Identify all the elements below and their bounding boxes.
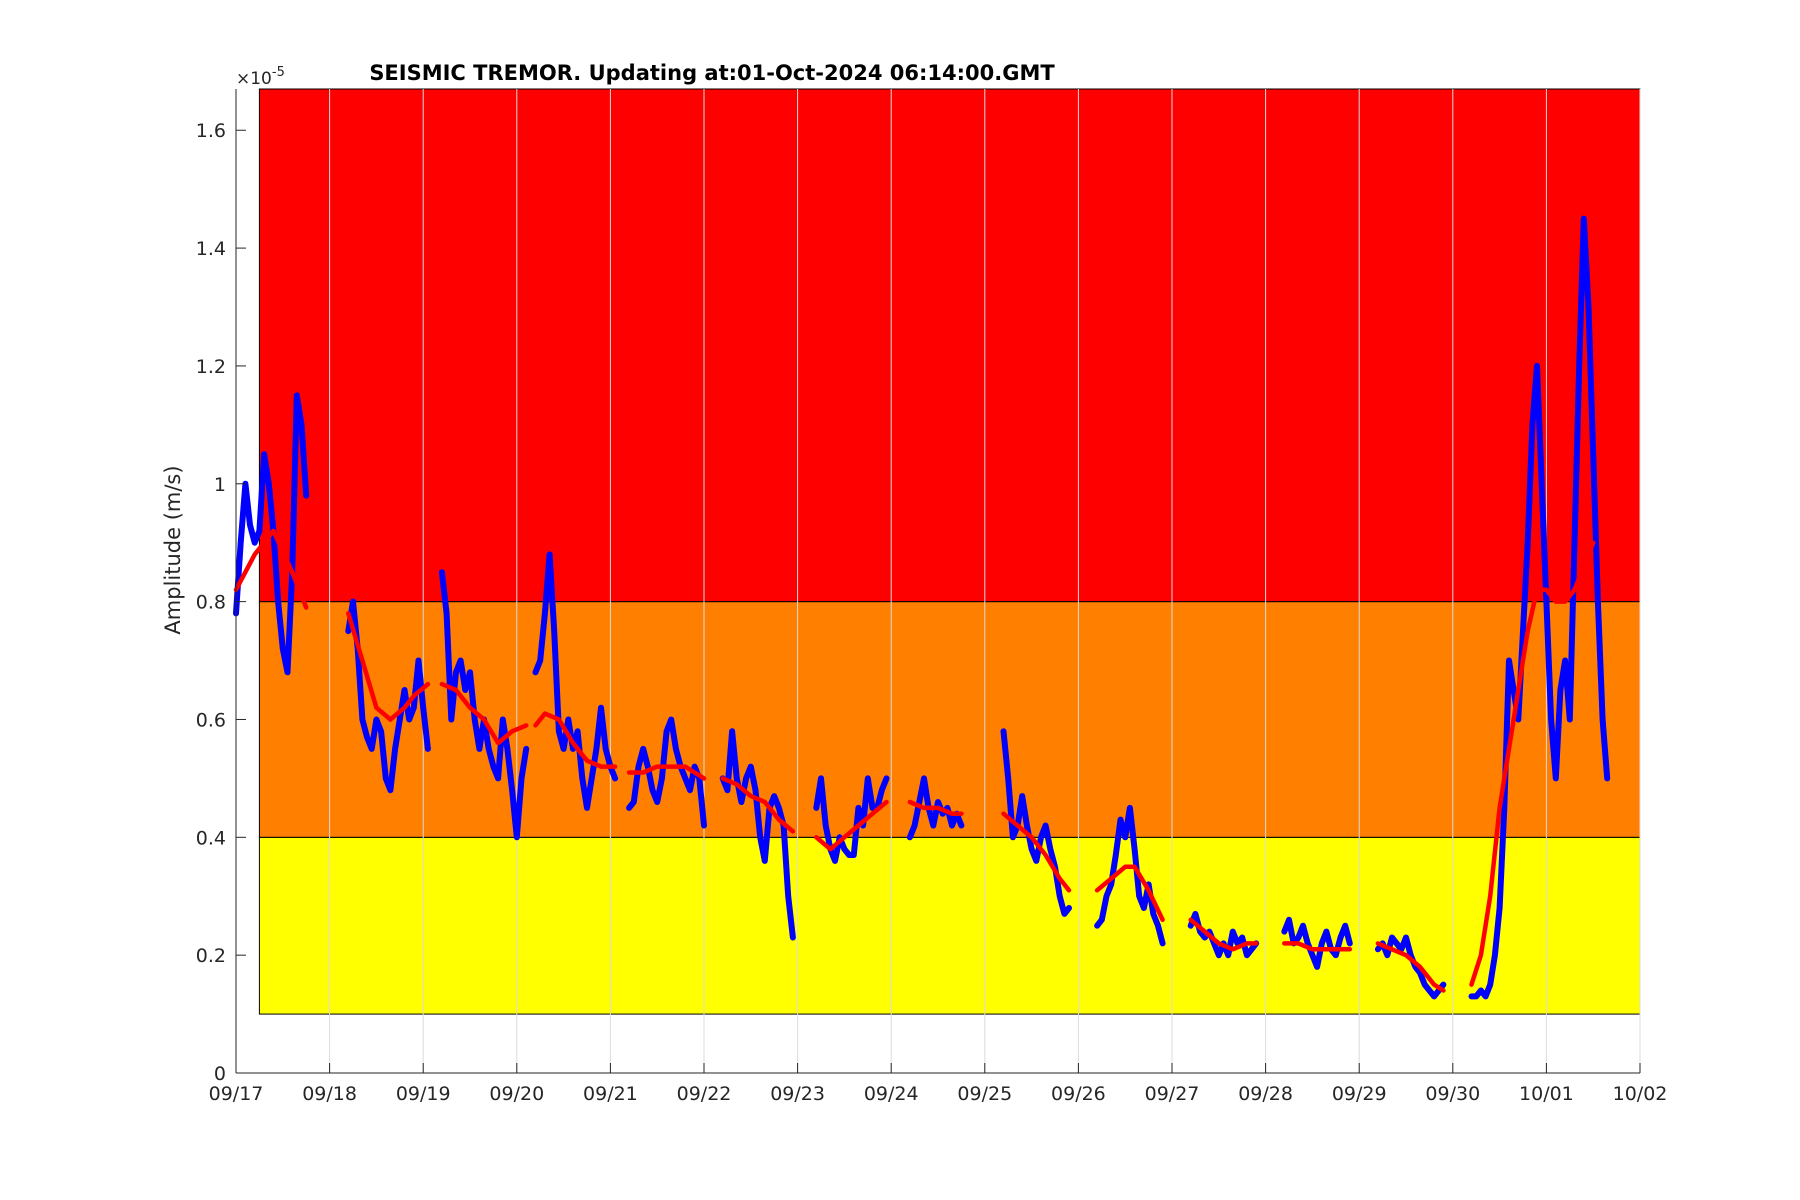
tremor-smoothed-line: [346, 611, 431, 722]
y-tick-label: 0.2: [196, 945, 226, 967]
x-tick-label: 09/20: [489, 1083, 544, 1105]
axes: [235, 89, 1641, 1074]
tremor-smoothed-line: [626, 764, 707, 781]
tremor-smoothed-line: [814, 799, 889, 852]
alert-band-1: [258, 601, 1641, 838]
tremor-smoothed-line: [233, 528, 309, 610]
x-tick-label: 10/01: [1519, 1083, 1574, 1105]
y-tick-label: 1.4: [196, 238, 226, 260]
tremor-amplitude-trace: [532, 551, 619, 811]
chart-title: SEISMIC TREMOR. Updating at:01-Oct-2024 …: [369, 61, 1055, 85]
x-tick-label: 10/02: [1613, 1083, 1668, 1105]
y-exponent-power: -5: [272, 65, 285, 80]
tremor-smoothed-line: [1469, 540, 1596, 987]
y-tick-label: 1.6: [196, 120, 226, 142]
y-exponent-base: ×10: [236, 69, 272, 89]
vertical-grid: [235, 89, 1641, 1073]
x-tick-label: 09/30: [1425, 1083, 1480, 1105]
x-tick-label: 09/27: [1145, 1083, 1200, 1105]
x-tick-label: 09/23: [770, 1083, 825, 1105]
tremor-amplitude-trace: [345, 598, 431, 794]
tremor-amplitude-trace: [626, 716, 707, 829]
x-tick-label: 09/28: [1238, 1083, 1293, 1105]
x-tick-label: 09/29: [1332, 1083, 1387, 1105]
x-tick-label: 09/22: [677, 1083, 732, 1105]
tremor-smoothed-line: [1375, 941, 1446, 993]
y-tick-label: 1.2: [196, 356, 226, 378]
tremor-smoothed-line: [1001, 811, 1072, 893]
tremor-amplitude-trace: [1000, 728, 1072, 917]
alert-band-0: [258, 836, 1641, 1015]
y-tick-label: 1: [214, 474, 226, 496]
y-tick-label: 0: [214, 1063, 226, 1085]
tremor-amplitude-trace: [1468, 215, 1611, 1000]
tremor-smoothed-line: [907, 799, 964, 816]
alert-band-2: [258, 88, 1641, 603]
alert-bands: [258, 88, 1641, 1015]
y-exponent: ×10-5: [236, 65, 285, 89]
tremor-amplitude-trace: [813, 775, 890, 864]
tremor-smoothed-line: [720, 776, 796, 834]
tremor-amplitude-trace: [1094, 804, 1166, 947]
x-tick-label: 09/26: [1051, 1083, 1106, 1105]
tremor-smoothed-line: [533, 711, 618, 769]
x-tick-label: 09/25: [957, 1083, 1012, 1105]
tremor-smoothed-line: [1188, 917, 1259, 952]
x-tick-label: 09/24: [864, 1083, 919, 1105]
tremor-smoothed-line: [1282, 941, 1353, 952]
axis-tick-labels: 0 0.2 0.4 0.6 0.8 1 1.2 1.4 1.6 09/17 09/18 09/19 09…: [196, 120, 1668, 1105]
tremor-smoothed-line: [439, 681, 529, 746]
x-tick-label: 09/19: [396, 1083, 451, 1105]
plot-area: [233, 215, 1611, 1000]
x-tick-label: 09/17: [209, 1083, 264, 1105]
x-tick-label: 09/18: [302, 1083, 357, 1105]
y-tick-label: 0.8: [196, 592, 226, 614]
y-axis-label: Amplitude (m/s): [161, 465, 185, 634]
tremor-smoothed-line: [1094, 864, 1165, 923]
x-tick-label: 09/21: [583, 1083, 638, 1105]
tremor-amplitude-trace: [719, 728, 796, 941]
y-tick-label: 0.6: [196, 709, 226, 731]
tremor-amplitude-trace: [233, 392, 310, 676]
y-tick-label: 0.4: [196, 827, 226, 849]
